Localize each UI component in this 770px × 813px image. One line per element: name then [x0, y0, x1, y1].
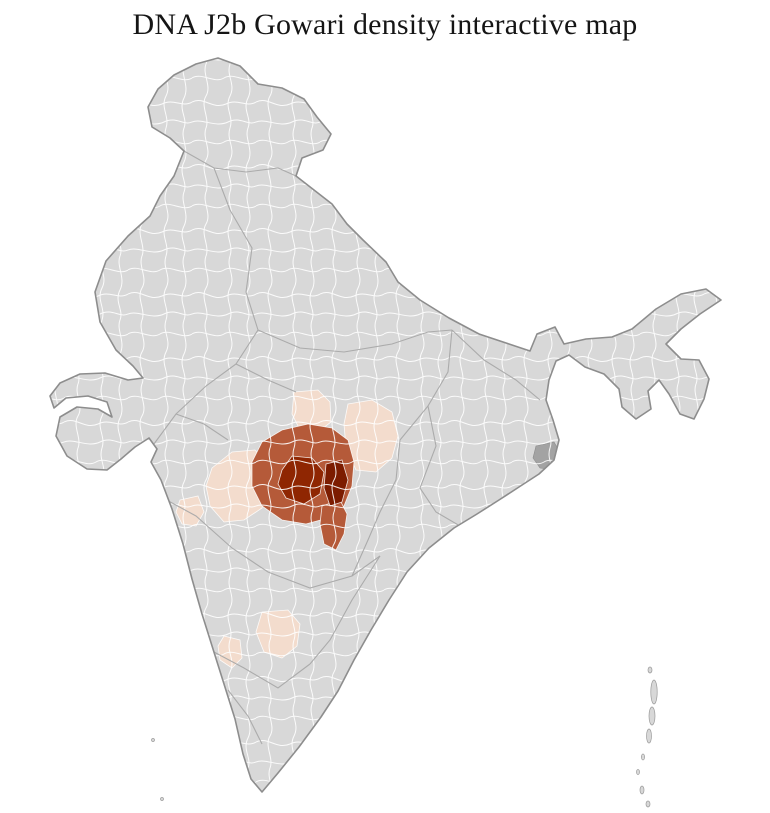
lakshadweep-islands[interactable] — [151, 738, 164, 801]
district-borders-texture — [50, 58, 721, 792]
andaman-nicobar-islands[interactable] — [636, 666, 658, 808]
page-title: DNA J2b Gowari density interactive map — [132, 8, 638, 41]
